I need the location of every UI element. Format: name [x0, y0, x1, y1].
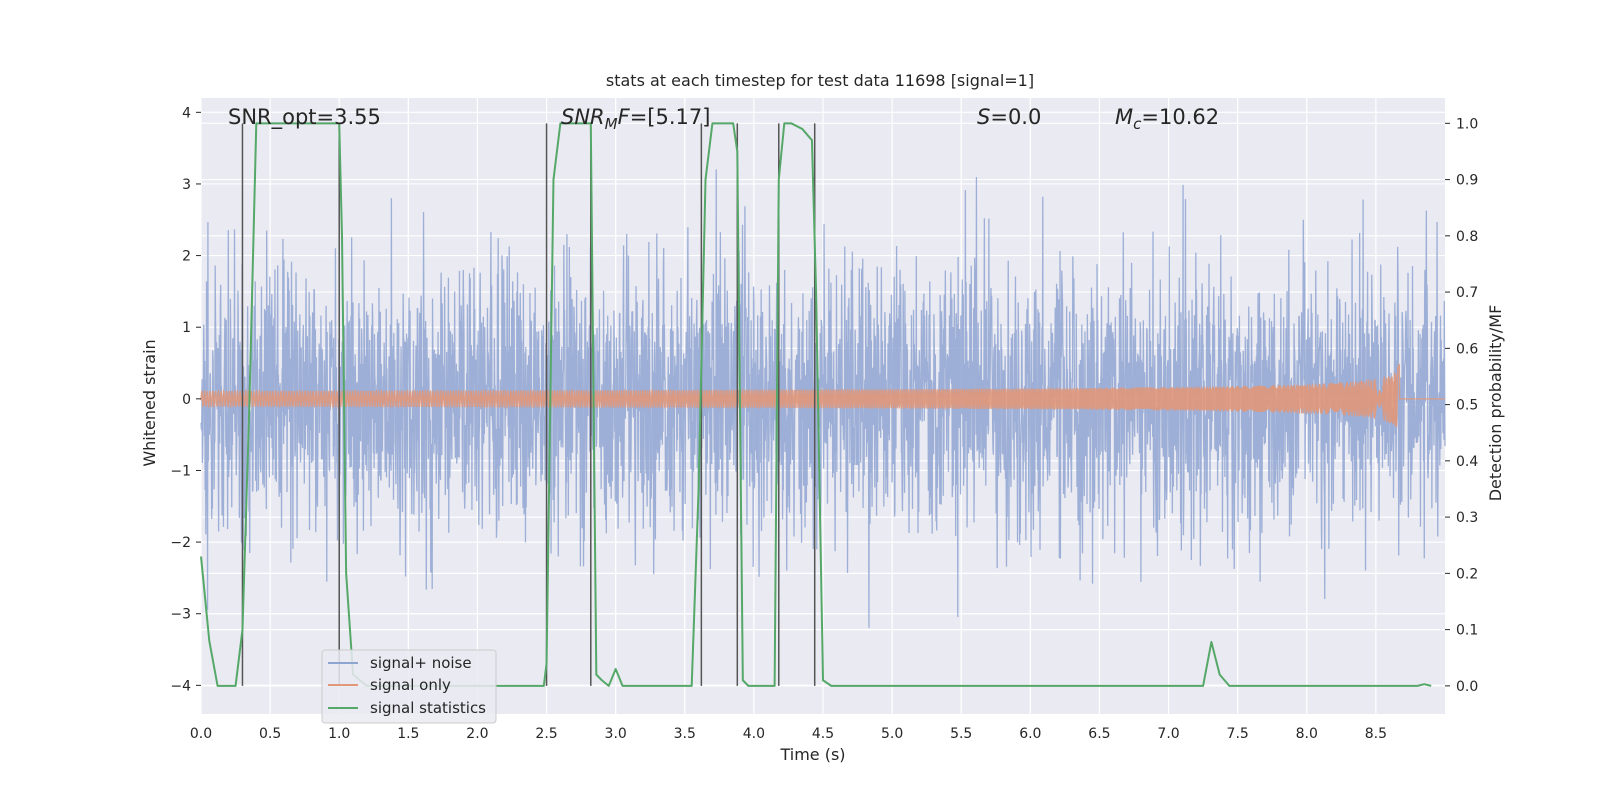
y-right-tick-label: 0.9 [1456, 173, 1478, 189]
x-tick-label: 0.5 [259, 726, 281, 742]
y-right-tick-label: 0.5 [1456, 398, 1478, 414]
y-left-tick-label: 2 [182, 249, 191, 265]
x-tick-label: 5.0 [881, 726, 903, 742]
legend-box [321, 649, 497, 724]
s-label: S [977, 105, 990, 129]
y-right-tick-label: 0.7 [1456, 285, 1478, 301]
x-tick-label: 4.0 [743, 726, 765, 742]
series-signal-statistics-line [200, 122, 1432, 687]
y-left-tick-label: 0 [182, 392, 191, 408]
y-right-tick-label: 0.0 [1456, 679, 1478, 695]
y-right-tick-label: 0.1 [1456, 623, 1478, 639]
x-axis-label: Time (s) [779, 745, 845, 764]
legend: signal+ noise signal only signal statist… [321, 649, 497, 724]
y-right-tick-label: 0.8 [1456, 229, 1478, 245]
y-right-tick-label: 0.4 [1456, 454, 1478, 470]
snr-mf-tail: F [618, 105, 631, 129]
y-left-tick-label: −4 [170, 678, 191, 694]
annotation-mc: Mc=10.62 [1115, 105, 1219, 133]
signal-statistics-series [200, 122, 1432, 687]
x-tick-label: 8.5 [1365, 726, 1387, 742]
y-right-tick-label: 1.0 [1456, 116, 1478, 132]
snr-mf-value: =[5.17] [630, 105, 711, 129]
annotation-s: S=0.0 [977, 105, 1041, 129]
annotation-snr-opt: SNR_opt=3.55 [228, 105, 381, 130]
series-signal-only-line [200, 363, 1445, 428]
x-tick-label: 1.5 [397, 726, 419, 742]
y-left-axis-label: Whitened strain [140, 339, 159, 466]
y-right-axis-label: Detection probability/MF [1486, 305, 1505, 502]
y-right-tick-label: 0.3 [1456, 510, 1478, 526]
x-tick-label: 6.5 [1088, 726, 1110, 742]
y-right-tick-label: 0.6 [1456, 341, 1478, 357]
x-tick-label: 3.5 [674, 726, 696, 742]
y-left-tick-label: −3 [170, 607, 191, 623]
series-signal-noise-line [200, 169, 1446, 628]
y-left-tick-label: 4 [182, 105, 191, 121]
s-value: =0.0 [990, 105, 1041, 129]
x-tick-label: 0.0 [190, 726, 212, 742]
mc-label: M [1115, 105, 1133, 129]
y-left-tick-label: −1 [170, 463, 191, 479]
signal-noise-series [200, 169, 1446, 628]
x-tick-label: 2.5 [535, 726, 557, 742]
x-tick-label: 8.0 [1296, 726, 1318, 742]
y-right-tick-label: 0.2 [1456, 566, 1478, 582]
x-tick-label: 7.0 [1157, 726, 1179, 742]
y-right-axis-ticks: 0.0 0.1 0.2 0.3 0.4 0.5 0.6 0.7 0.8 0.9 1.0 [1445, 116, 1478, 695]
x-tick-label: 4.5 [812, 726, 834, 742]
x-tick-label: 3.0 [605, 726, 627, 742]
x-axis-ticks: 0.0 0.5 1.0 1.5 2.0 2.5 3.0 3.5 4.0 4.5 5.0 5.5 6.0 6… [190, 726, 1387, 742]
y-left-tick-label: 3 [182, 177, 191, 193]
legend-label-stats: signal statistics [370, 699, 486, 717]
x-tick-label: 6.0 [1019, 726, 1041, 742]
x-tick-label: 5.5 [950, 726, 972, 742]
x-tick-label: 2.0 [466, 726, 488, 742]
y-left-tick-label: −2 [170, 535, 191, 551]
mc-sub: c [1133, 115, 1142, 133]
snr-mf-sub: M [605, 115, 618, 133]
chart-title: stats at each timestep for test data 116… [606, 71, 1034, 90]
x-tick-label: 7.5 [1227, 726, 1249, 742]
signal-only-series [200, 363, 1445, 428]
x-tick-label: 1.0 [328, 726, 350, 742]
mc-value: =10.62 [1141, 105, 1219, 129]
annotations: SNR_opt=3.55 SNRMF=[5.17] S=0.0 Mc=10.62 [228, 105, 1219, 133]
y-left-tick-label: 1 [182, 320, 191, 336]
legend-label-signal: signal only [370, 676, 451, 694]
y-left-axis-ticks: −4 −3 −2 −1 0 1 2 3 4 [170, 105, 201, 694]
annotation-snr-mf: SNRMF=[5.17] [561, 105, 710, 133]
legend-label-noise: signal+ noise [370, 654, 472, 672]
snr-mf-main: SNR [561, 105, 605, 129]
